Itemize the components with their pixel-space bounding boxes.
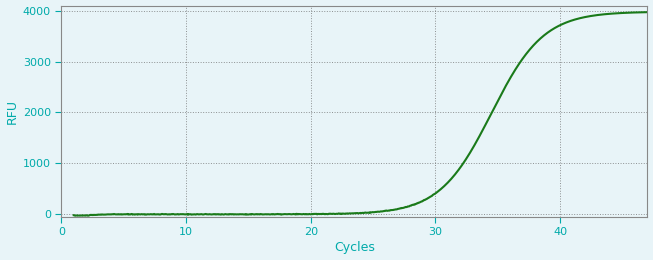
X-axis label: Cycles: Cycles	[334, 242, 375, 255]
Y-axis label: RFU: RFU	[6, 99, 18, 124]
